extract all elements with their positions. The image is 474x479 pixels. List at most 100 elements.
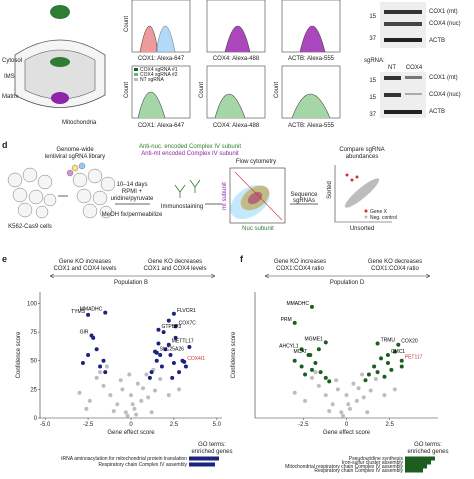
point (139, 398, 144, 403)
marker: 37 (369, 112, 376, 118)
axis-label: Sorted (327, 181, 333, 199)
x-tick-label: 0 (345, 422, 349, 428)
axis-label: Count (124, 16, 130, 32)
label: Population D (330, 280, 365, 286)
label: uridine/pyruvate (111, 196, 154, 202)
gene-label: COX7C (179, 320, 197, 326)
axis-label: Count (274, 82, 280, 98)
point (149, 410, 154, 415)
point (323, 393, 328, 398)
gene-label: MCAT (293, 349, 307, 355)
point (316, 383, 321, 388)
band-label: COX4 (nuc) (429, 92, 461, 98)
point (354, 398, 359, 403)
label: Matrix (2, 94, 18, 100)
label: MeOH fix/permeabilize (102, 212, 163, 218)
point (132, 406, 137, 411)
label: RPMI + (122, 189, 143, 195)
axis-label: COX4: Alexa-488 (213, 56, 260, 62)
panel-letter: d (2, 140, 8, 150)
arrow (49, 273, 216, 279)
gene-label: MMADHC (286, 301, 309, 307)
point (344, 393, 349, 398)
gene-point (89, 333, 94, 338)
hit-point (382, 374, 387, 379)
hit-point (159, 364, 164, 369)
point (127, 372, 132, 377)
go-term: Pseudouridine synthesis (349, 456, 404, 462)
hit-point (309, 367, 314, 372)
label: Gene KO increases (59, 259, 111, 265)
band-label: ACTB (429, 38, 445, 44)
x-tick-label: -2.5 (298, 422, 309, 428)
hit-point (163, 347, 168, 352)
axis-label: Count (199, 82, 205, 98)
gene-label: MMADHC (80, 307, 103, 313)
point (115, 402, 120, 407)
point (392, 387, 397, 392)
axis-label: Gene effect score (107, 430, 155, 436)
gene-point (399, 358, 404, 363)
point (104, 364, 109, 369)
point (166, 393, 171, 398)
axis-label: COX1: Alexa-647 (138, 123, 185, 129)
point (153, 388, 158, 393)
go-term: Mitochondrial respiratory chain Complex … (285, 464, 403, 470)
go-title: enriched genes (191, 449, 232, 455)
point (341, 413, 346, 418)
hit-point (173, 335, 178, 340)
hit-point (389, 367, 394, 372)
point (130, 402, 135, 407)
axis-label: Confidence score (231, 331, 237, 378)
label: Gene KO decreases (148, 259, 202, 265)
point (330, 402, 335, 407)
point (368, 388, 373, 393)
point (177, 387, 182, 392)
hit-point (313, 361, 318, 366)
y-tick-label: 25 (30, 387, 37, 393)
hit-point (149, 370, 154, 375)
label: Flow cytometry (236, 159, 276, 165)
hit-point (303, 372, 308, 377)
label: abundances (346, 154, 379, 160)
point (361, 395, 366, 400)
label: K562-Cas9 cells (8, 224, 52, 230)
point (334, 378, 339, 383)
label: NT (388, 65, 396, 71)
go-title: GO terms: (198, 442, 226, 448)
label: Gene KO decreases (368, 259, 422, 265)
gene-point (156, 327, 161, 332)
legend-entry: COX4 sgRNA #2 (140, 72, 178, 78)
hit-point (154, 358, 159, 363)
hit-point (158, 353, 163, 357)
go-term: tRNA aminoacylation for mitochondrial pr… (61, 456, 187, 462)
y-tick-label: 0 (34, 416, 38, 422)
label: Cytosol (2, 58, 22, 64)
marker: 15 (369, 78, 376, 84)
go-title: GO terms: (414, 442, 442, 448)
label: 10–14 days (116, 182, 147, 188)
point (134, 412, 139, 417)
gene-label: GTPBP3 (161, 324, 181, 330)
label: Immunostaining (161, 204, 203, 210)
point (365, 410, 370, 415)
hit-point (372, 364, 377, 369)
hit-point (147, 375, 152, 380)
label: lentiviral sgRNA library (45, 154, 105, 160)
label: Anti-nuc. encoded Complex IV subunit (139, 144, 241, 150)
point (347, 406, 352, 411)
label: COX4 (406, 65, 423, 71)
hit-point (299, 364, 304, 369)
hit-point (392, 349, 397, 354)
go-bar (189, 462, 215, 467)
hit-point (399, 364, 404, 369)
point (144, 372, 149, 377)
label: sgRNA: (364, 58, 385, 64)
sort-plot (334, 165, 392, 223)
go-bar (189, 456, 219, 461)
point (339, 410, 344, 415)
gene-label: COX4I1 (187, 356, 205, 362)
x-tick-label: 5.0 (213, 422, 222, 428)
hit-point (183, 364, 188, 369)
